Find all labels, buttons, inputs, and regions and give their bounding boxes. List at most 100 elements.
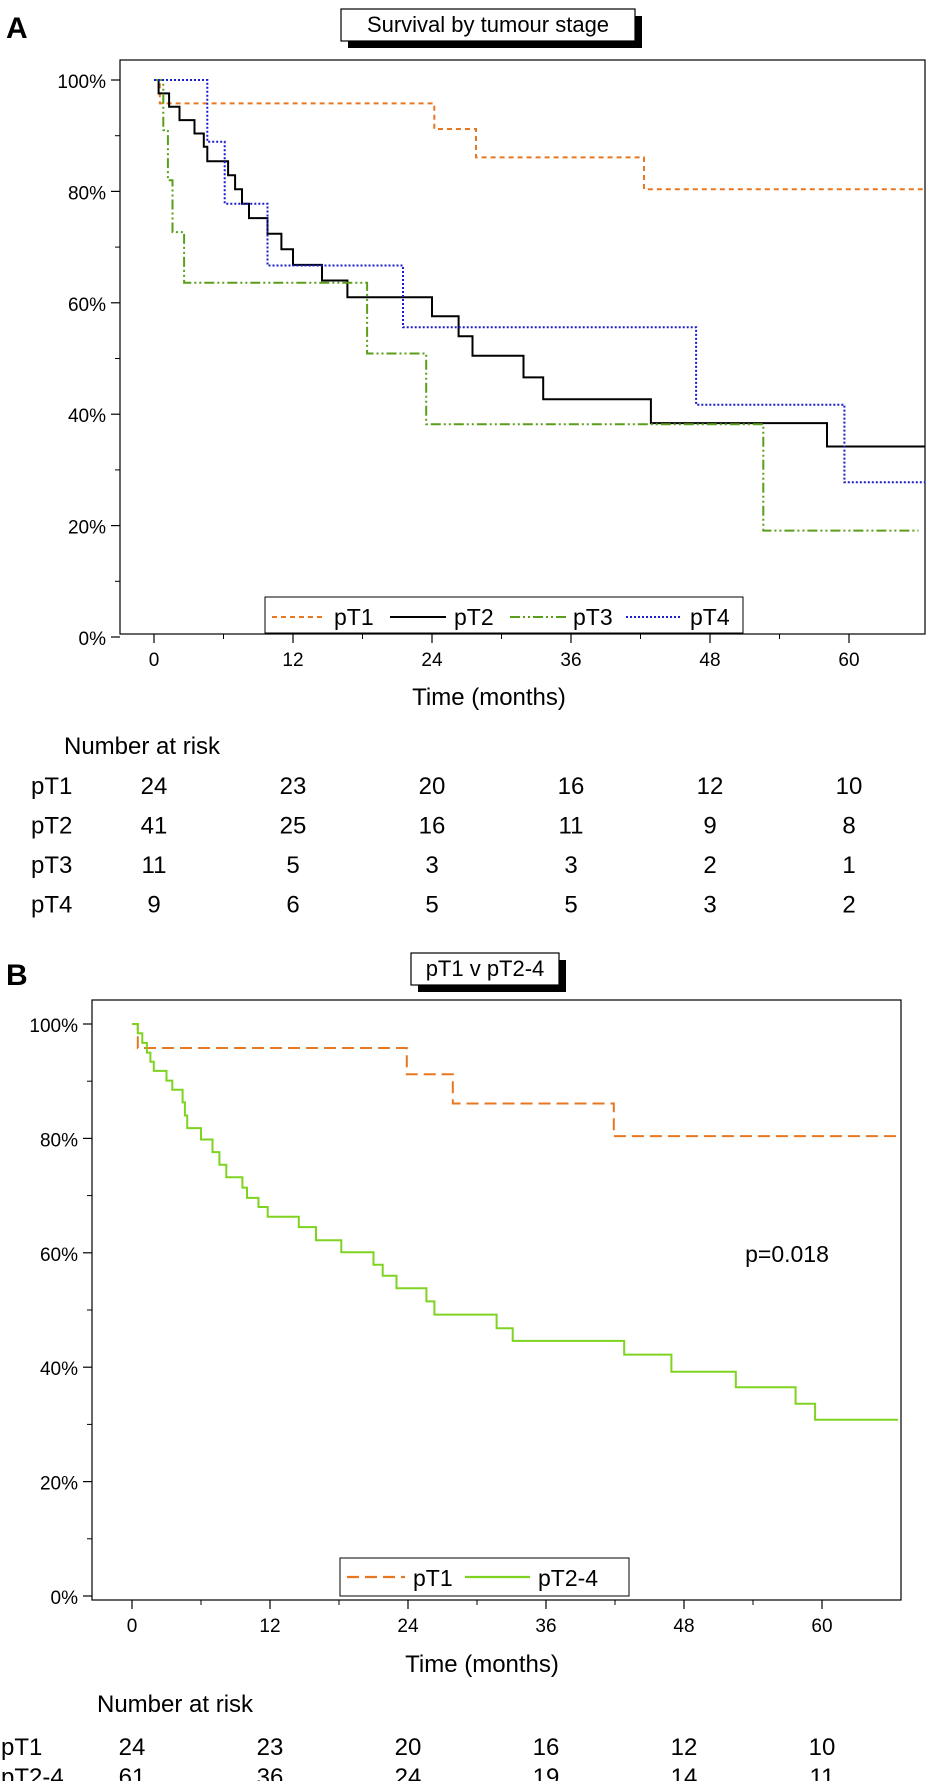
panel-b: B pT1 v pT2-4 0% 20% 40% 60% 80% 100% 0 12 24 36…: [1, 952, 902, 1781]
panel-a-legend-box: [264, 596, 744, 634]
x-tick-label: 36: [560, 650, 581, 671]
y-tick-label: 100%: [29, 1016, 78, 1037]
x-tick-label: 60: [811, 1616, 832, 1637]
risk-cell: 16: [558, 773, 585, 800]
x-tick-label: 12: [259, 1616, 280, 1637]
panel-b-plot-frame: [91, 999, 902, 1601]
panel-a-title-box: [340, 8, 636, 42]
risk-cell: 20: [395, 1734, 422, 1761]
panel-a-x-axis: 0 12 24 36 48 60: [149, 634, 860, 671]
risk-cell: 5: [425, 892, 438, 919]
risk-row-label: pT1: [31, 773, 72, 800]
risk-table-a-heading: Number at risk: [64, 733, 221, 760]
risk-cell: 24: [141, 773, 168, 800]
risk-cell: 24: [395, 1764, 422, 1781]
panel-a-curves: [154, 79, 926, 532]
risk-cell: 11: [142, 852, 167, 879]
risk-row-label: pT1: [1, 1734, 42, 1761]
risk-cell: 3: [703, 892, 716, 919]
p-value-annotation: p=0.018: [745, 1241, 829, 1267]
x-tick-label: 0: [127, 1616, 138, 1637]
risk-cell: 5: [564, 892, 577, 919]
y-tick-label: 100%: [57, 72, 106, 93]
risk-cell: 11: [559, 813, 584, 840]
risk-cell: 61: [119, 1764, 146, 1781]
y-tick-label: 80%: [40, 1130, 78, 1151]
y-tick-label: 60%: [40, 1245, 78, 1266]
risk-cell: 2: [703, 852, 716, 879]
risk-cell: 20: [419, 773, 446, 800]
risk-cell: 8: [842, 813, 855, 840]
legend-label-pt4: pT4: [690, 604, 730, 630]
x-tick-label: 12: [282, 650, 303, 671]
legend-label-pt1: pT1: [334, 604, 374, 630]
risk-cell: 9: [703, 813, 716, 840]
x-tick-label: 36: [535, 1616, 556, 1637]
x-tick-label: 24: [421, 650, 443, 671]
y-tick-label: 40%: [68, 406, 106, 427]
risk-cell: 10: [836, 773, 863, 800]
panel-a-y-axis: 0% 20% 40% 60% 80% 100%: [57, 72, 120, 650]
panel-b-title: pT1 v pT2-4: [426, 956, 545, 981]
risk-cell: 16: [533, 1734, 560, 1761]
x-tick-label: 60: [838, 650, 859, 671]
risk-table-b-rows: pT1 24 23 20 16 12 10 pT2-4 61 36 24 19 14 11: [1, 1734, 835, 1781]
x-tick-label: 48: [699, 650, 720, 671]
panel-a: A Survival by tumour stage 0%20%40%60%80…: [6, 8, 926, 919]
km-curve-pt2: [154, 79, 926, 448]
risk-cell: 23: [257, 1734, 284, 1761]
risk-cell: 3: [564, 852, 577, 879]
y-tick-label: 40%: [40, 1359, 78, 1380]
risk-row-label: pT2-4: [1, 1764, 64, 1781]
panel-a-plot-frame: [119, 59, 926, 635]
risk-cell: 12: [697, 773, 724, 800]
panel-b-legend: pT1 pT2-4: [339, 1557, 630, 1597]
panel-a-legend: pT1 pT2 pT3 pT4: [264, 596, 744, 634]
y-tick-label: 0%: [79, 629, 107, 650]
risk-cell: 12: [671, 1734, 698, 1761]
risk-row-label: pT3: [31, 852, 72, 879]
y-tick-label: 20%: [68, 518, 106, 539]
km-curve-pt2-4: [132, 1023, 898, 1421]
panel-a-title: Survival by tumour stage: [367, 12, 609, 37]
risk-row-label: pT4: [31, 892, 72, 919]
panel-a-x-label: Time (months): [412, 684, 566, 711]
km-curve-pt1: [154, 79, 926, 191]
y-tick-label: 80%: [68, 183, 106, 204]
risk-cell: 5: [286, 852, 299, 879]
panel-b-x-axis: 0 12 24 36 48 60: [127, 1600, 833, 1637]
legend-label-b-pt2-4: pT2-4: [538, 1565, 598, 1591]
panel-b-x-label: Time (months): [405, 1651, 559, 1678]
legend-label-b-pt1: pT1: [413, 1565, 453, 1591]
km-curve-pt3: [154, 79, 919, 532]
risk-row-label: pT2: [31, 813, 72, 840]
risk-cell: 6: [286, 892, 299, 919]
y-tick-label: 20%: [40, 1474, 78, 1495]
risk-cell: 36: [257, 1764, 284, 1781]
risk-cell: 2: [842, 892, 855, 919]
legend-label-pt2: pT2: [454, 604, 494, 630]
panel-b-title-box: [410, 952, 560, 986]
risk-cell: 24: [119, 1734, 146, 1761]
y-tick-label: 0%: [51, 1588, 79, 1609]
y-tick-label: 60%: [68, 295, 106, 316]
x-tick-label: 48: [673, 1616, 694, 1637]
risk-cell: 41: [141, 813, 168, 840]
x-tick-label: 24: [397, 1616, 419, 1637]
legend-label-pt3: pT3: [573, 604, 613, 630]
risk-cell: 9: [147, 892, 160, 919]
risk-cell: 25: [280, 813, 307, 840]
risk-table-b-heading: Number at risk: [97, 1691, 254, 1718]
risk-cell: 14: [671, 1764, 698, 1781]
km-curve-pt4: [154, 79, 926, 484]
risk-cell: 19: [533, 1764, 560, 1781]
km-curve-pt1: [132, 1023, 898, 1138]
panel-a-letter: A: [6, 12, 28, 45]
risk-cell: 3: [425, 852, 438, 879]
panel-b-curves: [132, 1023, 898, 1421]
panel-b-risk-table: Number at risk pT1 24 23 20 16 12 10 pT2-4 61 36 2…: [1, 1691, 835, 1781]
risk-cell: 23: [280, 773, 307, 800]
panel-b-letter: B: [6, 959, 28, 992]
